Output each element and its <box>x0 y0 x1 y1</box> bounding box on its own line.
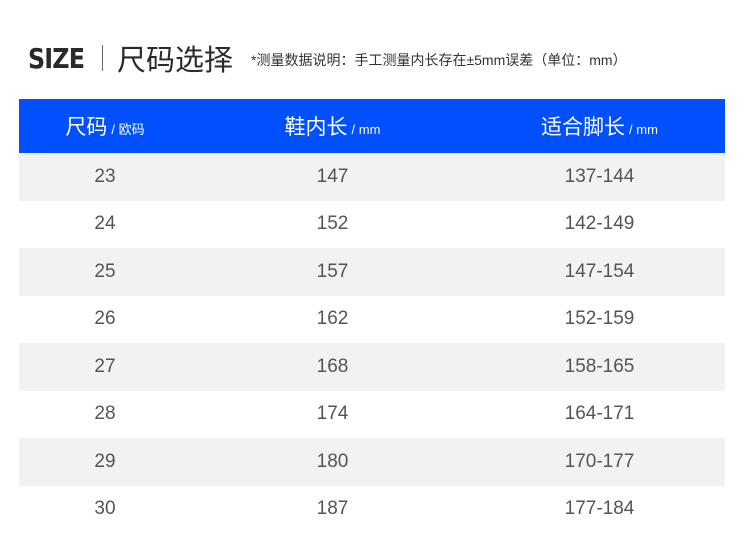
table-row: 27 168 158-165 <box>19 343 725 391</box>
cell-size: 27 <box>94 355 116 377</box>
cell-inner-length: 147 <box>316 165 349 187</box>
cell-foot-length: 170-177 <box>564 450 635 472</box>
cell-size: 26 <box>94 308 116 330</box>
table-header-row: 尺码 / 欧码 鞋内长 / mm 适合脚长 / mm <box>19 99 725 153</box>
table-row: 23 147 137-144 <box>19 153 725 201</box>
page-header: SIZE 尺码选择 *测量数据说明：手工测量内长存在±5mm误差（单位：mm） <box>28 38 627 78</box>
cell-foot-length: 177-184 <box>564 498 635 520</box>
cell-size: 23 <box>94 165 116 187</box>
cell-foot-length: 164-171 <box>564 403 635 425</box>
table-row: 26 162 152-159 <box>19 296 725 344</box>
cell-size: 24 <box>94 213 116 235</box>
cell-foot-length: 137-144 <box>564 165 635 187</box>
cell-foot-length: 152-159 <box>564 308 635 330</box>
cell-inner-length: 174 <box>316 403 349 425</box>
table-row: 28 174 164-171 <box>19 391 725 439</box>
column-label: 鞋内长 <box>284 116 348 139</box>
divider <box>102 45 103 71</box>
cell-inner-length: 157 <box>316 260 349 282</box>
table-row: 29 180 170-177 <box>19 438 725 486</box>
column-header-size: 尺码 / 欧码 <box>19 99 191 153</box>
cell-foot-length: 158-165 <box>564 355 635 377</box>
cell-size: 25 <box>94 260 116 282</box>
page-title: 尺码选择 <box>117 45 234 77</box>
table-row: 30 187 177-184 <box>19 486 725 533</box>
column-unit: / 欧码 <box>111 122 145 137</box>
measurement-note: *测量数据说明：手工测量内长存在±5mm误差（单位：mm） <box>251 52 627 68</box>
cell-inner-length: 162 <box>316 308 349 330</box>
cell-inner-length: 152 <box>316 213 349 235</box>
cell-inner-length: 168 <box>316 355 349 377</box>
cell-inner-length: 180 <box>316 450 349 472</box>
cell-size: 29 <box>94 450 116 472</box>
column-label: 尺码 <box>65 116 108 139</box>
table-row: 24 152 142-149 <box>19 201 725 249</box>
column-header-inner-length: 鞋内长 / mm <box>191 99 474 153</box>
size-logo: SIZE <box>28 41 85 75</box>
cell-size: 30 <box>94 498 116 520</box>
column-header-foot-length: 适合脚长 / mm <box>474 99 725 153</box>
size-table: 尺码 / 欧码 鞋内长 / mm 适合脚长 / mm 23 147 137-144 24 15… <box>19 99 725 533</box>
column-unit: / mm <box>351 122 381 137</box>
cell-foot-length: 142-149 <box>564 213 635 235</box>
column-unit: / mm <box>629 122 658 137</box>
cell-size: 28 <box>94 403 116 425</box>
cell-inner-length: 187 <box>316 498 349 520</box>
table-row: 25 157 147-154 <box>19 248 725 296</box>
column-label: 适合脚长 <box>541 116 626 139</box>
cell-foot-length: 147-154 <box>564 260 635 282</box>
